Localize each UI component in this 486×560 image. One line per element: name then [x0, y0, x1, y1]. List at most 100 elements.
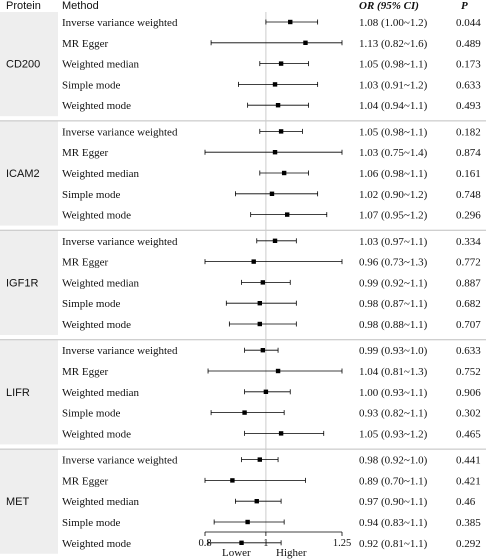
or-ci-value: 1.06 (0.98~1.1): [359, 168, 428, 180]
or-ci-value: 0.97 (0.90~1.1): [359, 496, 428, 508]
or-ci-value: 0.98 (0.87~1.1): [359, 298, 428, 310]
point-estimate: [230, 478, 235, 483]
method-label: MR Egger: [62, 475, 108, 487]
point-estimate: [272, 238, 278, 243]
method-label: Weighted median: [62, 277, 140, 289]
lower-label: Lower: [222, 547, 251, 559]
protein-band: [0, 230, 58, 335]
or-ci-value: 1.03 (0.91~1.2): [359, 79, 428, 91]
or-ci-value: 0.92 (0.81~1.1): [359, 538, 428, 550]
p-value: 0.489: [456, 38, 481, 50]
or-ci-value: 0.93 (0.82~1.1): [359, 408, 428, 420]
point-estimate: [257, 301, 262, 306]
method-label: Simple mode: [62, 298, 120, 310]
method-label: MR Egger: [62, 366, 108, 378]
p-value: 0.887: [456, 277, 481, 289]
point-estimate: [245, 519, 250, 525]
or-ci-value: 0.99 (0.93~1.0): [359, 345, 428, 357]
method-label: Weighted mode: [62, 319, 131, 331]
method-label: Weighted median: [62, 59, 140, 71]
method-label: Weighted mode: [62, 100, 131, 112]
or-ci-value: 1.05 (0.98~1.1): [359, 59, 428, 71]
p-value: 0.173: [456, 59, 481, 71]
or-ci-value: 1.03 (0.75~1.4): [359, 147, 428, 159]
point-estimate: [260, 348, 266, 353]
protein-band: [0, 449, 58, 554]
point-estimate: [303, 40, 308, 45]
or-ci-value: 1.07 (0.95~1.2): [359, 210, 428, 222]
or-ci-value: 1.00 (0.93~1.1): [359, 387, 428, 399]
or-ci-value: 0.89 (0.70~1.1): [359, 475, 428, 487]
p-value: 0.633: [456, 345, 481, 357]
p-value: 0.296: [456, 210, 481, 222]
point-estimate: [239, 540, 244, 545]
method-label: Simple mode: [62, 189, 120, 201]
or-ci-value: 0.98 (0.92~1.0): [359, 455, 428, 467]
p-value: 0.748: [456, 189, 481, 201]
point-estimate: [269, 191, 275, 196]
method-label: Inverse variance weighted: [62, 17, 178, 29]
p-column-header: P: [461, 0, 468, 12]
point-estimate: [254, 499, 259, 504]
point-estimate: [278, 129, 284, 134]
or-ci-value: 1.05 (0.98~1.1): [359, 126, 428, 138]
protein-column-header: Protein: [6, 0, 41, 12]
or-ci-value: 1.05 (0.93~1.2): [359, 428, 428, 440]
or-ci-value: 0.94 (0.83~1.1): [359, 517, 428, 529]
p-value: 0.044: [456, 17, 481, 29]
point-estimate: [285, 212, 290, 217]
x-tick-label: 1: [263, 538, 268, 549]
or-column-header: OR (95% CI): [359, 0, 419, 12]
or-ci-value: 1.03 (0.97~1.1): [359, 236, 428, 248]
p-value: 0.682: [456, 298, 481, 310]
or-ci-value: 0.96 (0.73~1.3): [359, 257, 428, 269]
or-ci-value: 1.08 (1.00~1.2): [359, 17, 428, 29]
method-label: MR Egger: [62, 38, 108, 50]
point-estimate: [278, 61, 284, 66]
method-label: Weighted mode: [62, 210, 131, 222]
p-value: 0.874: [456, 147, 481, 159]
point-estimate: [275, 368, 281, 374]
x-tick-label: 0.8: [198, 538, 211, 549]
point-estimate: [257, 457, 262, 462]
point-estimate: [260, 280, 266, 285]
method-label: Simple mode: [62, 408, 120, 420]
protein-label: IGF1R: [6, 277, 38, 289]
point-estimate: [288, 19, 293, 25]
point-estimate: [272, 82, 278, 87]
protein-label: ICAM2: [6, 168, 40, 180]
p-value: 0.46: [456, 496, 476, 508]
or-ci-value: 0.99 (0.92~1.1): [359, 277, 428, 289]
method-column-header: Method: [62, 0, 99, 12]
method-label: Weighted median: [62, 387, 140, 399]
or-ci-value: 1.04 (0.81~1.3): [359, 366, 428, 378]
method-label: Weighted median: [62, 496, 140, 508]
table-header: Protein Method OR (95% CI) P: [6, 0, 468, 12]
method-label: Inverse variance weighted: [62, 345, 178, 357]
forest-rows: CD200 Inverse variance weighted 1.08 (1.00…: [6, 17, 481, 550]
group-bands: [0, 12, 486, 554]
p-value: 0.441: [456, 455, 481, 467]
method-label: MR Egger: [62, 147, 108, 159]
method-label: Weighted mode: [62, 428, 131, 440]
protein-label: MET: [6, 496, 30, 508]
point-estimate: [257, 321, 262, 327]
or-ci-value: 1.04 (0.94~1.1): [359, 100, 428, 112]
p-value: 0.633: [456, 79, 481, 91]
p-value: 0.772: [456, 257, 481, 269]
p-value: 0.302: [456, 408, 481, 420]
point-estimate: [275, 103, 281, 108]
method-label: Simple mode: [62, 79, 120, 91]
point-estimate: [251, 259, 256, 264]
or-ci-value: 1.02 (0.90~1.2): [359, 189, 428, 201]
point-estimate: [272, 150, 278, 155]
method-label: Inverse variance weighted: [62, 455, 178, 467]
protein-band: [0, 121, 58, 226]
point-estimate: [281, 170, 287, 176]
point-estimate: [278, 431, 284, 436]
protein-label: LIFR: [6, 387, 30, 399]
p-value: 0.707: [456, 319, 481, 331]
protein-label: CD200: [6, 59, 40, 71]
or-ci-value: 0.98 (0.88~1.1): [359, 319, 428, 331]
